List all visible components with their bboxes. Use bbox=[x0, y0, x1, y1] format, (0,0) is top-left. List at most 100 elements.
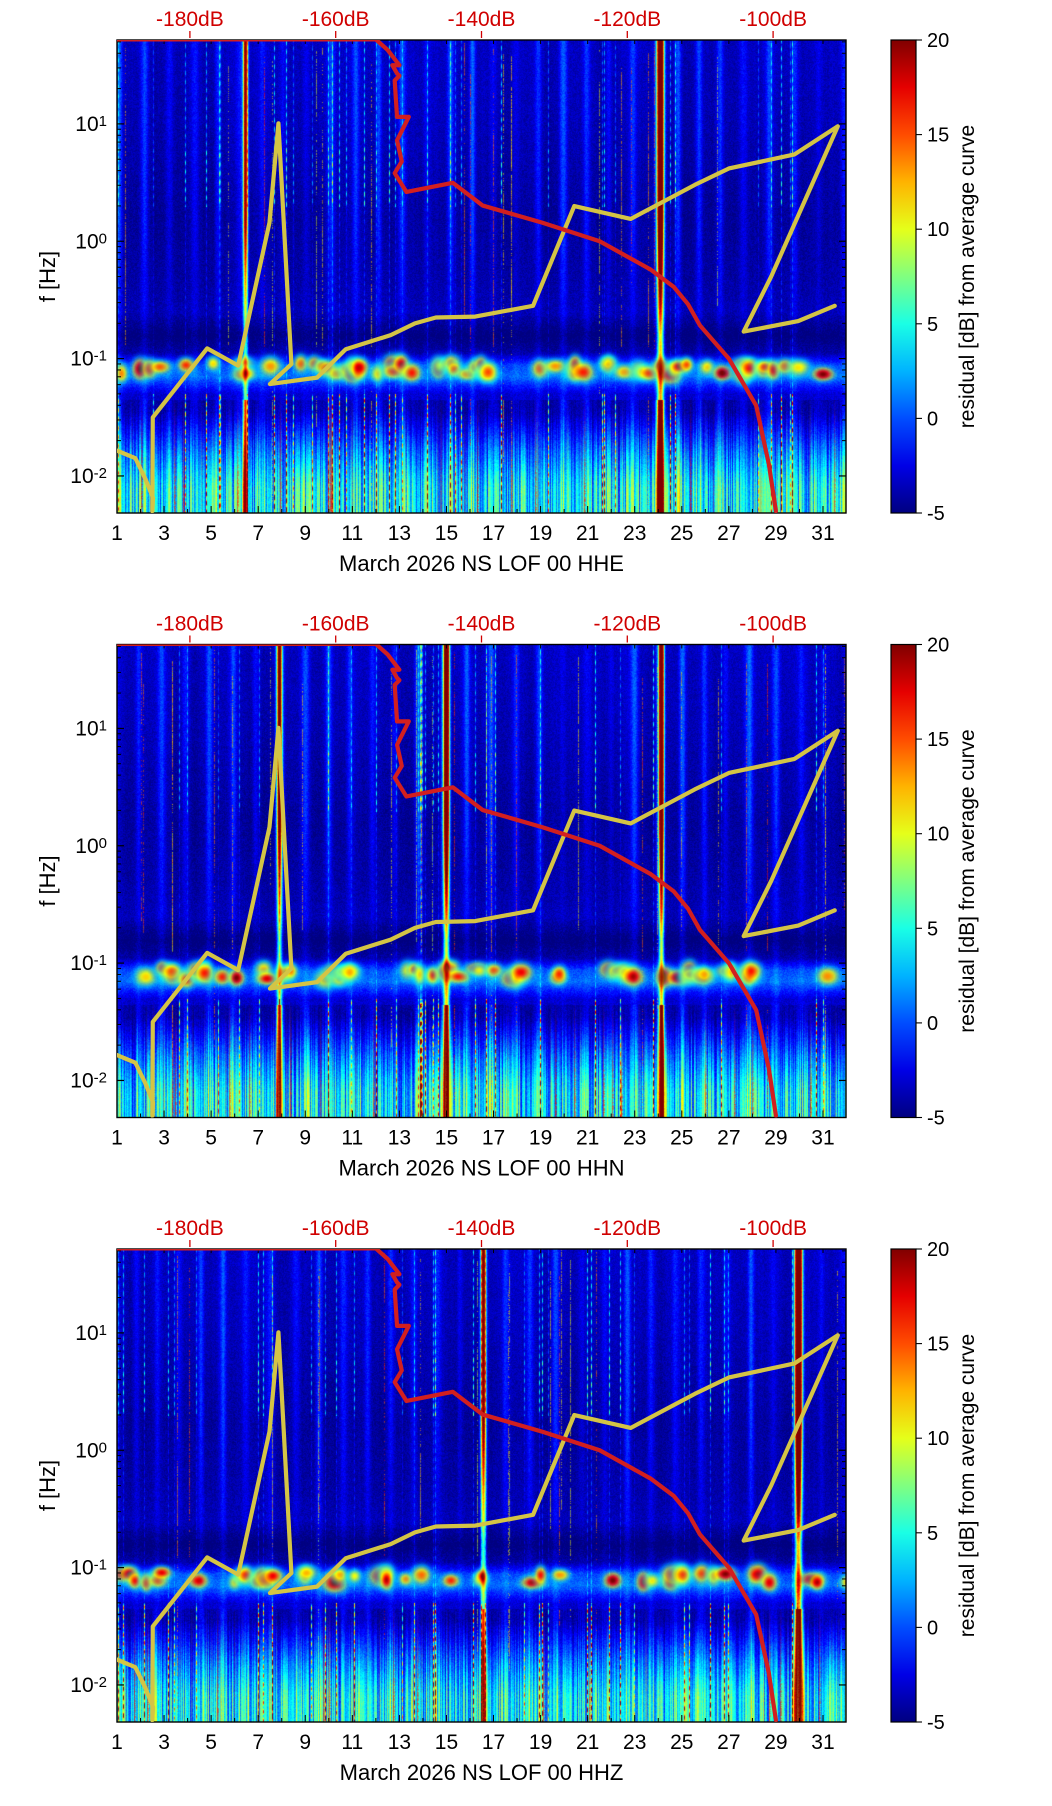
svg-text:5: 5 bbox=[927, 918, 938, 940]
svg-text:-5: -5 bbox=[927, 503, 945, 525]
svg-text:101: 101 bbox=[75, 113, 107, 136]
svg-text:5: 5 bbox=[205, 1127, 217, 1150]
svg-text:29: 29 bbox=[764, 522, 787, 545]
svg-text:10: 10 bbox=[927, 824, 949, 846]
svg-text:100: 100 bbox=[75, 230, 107, 253]
svg-text:9: 9 bbox=[299, 1731, 311, 1754]
svg-text:27: 27 bbox=[717, 1731, 740, 1754]
svg-text:10-2: 10-2 bbox=[70, 1674, 107, 1697]
svg-text:25: 25 bbox=[670, 1127, 693, 1150]
svg-text:10-2: 10-2 bbox=[70, 465, 107, 488]
svg-text:1: 1 bbox=[111, 1127, 123, 1150]
svg-text:9: 9 bbox=[299, 1127, 311, 1150]
svg-text:19: 19 bbox=[529, 522, 552, 545]
svg-text:f [Hz]: f [Hz] bbox=[35, 1460, 60, 1511]
svg-text:15: 15 bbox=[435, 522, 458, 545]
svg-text:13: 13 bbox=[388, 1731, 411, 1754]
svg-text:20: 20 bbox=[927, 635, 949, 657]
svg-text:101: 101 bbox=[75, 1322, 107, 1345]
svg-text:23: 23 bbox=[623, 1731, 646, 1754]
svg-text:3: 3 bbox=[158, 1731, 170, 1754]
svg-text:25: 25 bbox=[670, 1731, 693, 1754]
svg-text:11: 11 bbox=[341, 1731, 363, 1754]
svg-text:-160dB: -160dB bbox=[302, 8, 370, 31]
svg-text:10-2: 10-2 bbox=[70, 1069, 107, 1092]
svg-text:5: 5 bbox=[205, 522, 217, 545]
svg-text:13: 13 bbox=[388, 522, 411, 545]
svg-text:20: 20 bbox=[927, 30, 949, 52]
svg-text:-140dB: -140dB bbox=[448, 613, 516, 636]
svg-text:-180dB: -180dB bbox=[156, 8, 224, 31]
svg-text:March 2026 NS LOF 00 HHZ: March 2026 NS LOF 00 HHZ bbox=[340, 1760, 624, 1785]
svg-text:-5: -5 bbox=[927, 1712, 945, 1734]
svg-text:29: 29 bbox=[764, 1127, 787, 1150]
svg-text:23: 23 bbox=[623, 1127, 646, 1150]
svg-text:23: 23 bbox=[623, 522, 646, 545]
svg-text:0: 0 bbox=[927, 1013, 938, 1035]
svg-text:19: 19 bbox=[529, 1127, 552, 1150]
svg-text:10-1: 10-1 bbox=[70, 952, 107, 975]
svg-text:11: 11 bbox=[341, 1127, 363, 1150]
svg-text:1: 1 bbox=[111, 1731, 123, 1754]
svg-text:9: 9 bbox=[299, 522, 311, 545]
svg-text:f [Hz]: f [Hz] bbox=[35, 251, 60, 302]
svg-text:27: 27 bbox=[717, 522, 740, 545]
svg-text:-120dB: -120dB bbox=[593, 1217, 661, 1240]
svg-text:7: 7 bbox=[252, 1127, 264, 1150]
svg-text:-160dB: -160dB bbox=[302, 1217, 370, 1240]
svg-text:21: 21 bbox=[576, 522, 599, 545]
svg-text:17: 17 bbox=[482, 522, 505, 545]
svg-text:100: 100 bbox=[75, 1439, 107, 1462]
svg-text:15: 15 bbox=[927, 125, 949, 147]
svg-text:5: 5 bbox=[205, 1731, 217, 1754]
svg-text:11: 11 bbox=[341, 522, 363, 545]
svg-text:10-1: 10-1 bbox=[70, 347, 107, 370]
svg-text:15: 15 bbox=[927, 1334, 949, 1356]
svg-text:21: 21 bbox=[576, 1127, 599, 1150]
svg-text:7: 7 bbox=[252, 1731, 264, 1754]
svg-text:-120dB: -120dB bbox=[593, 613, 661, 636]
svg-text:-5: -5 bbox=[927, 1108, 945, 1130]
svg-text:-180dB: -180dB bbox=[156, 1217, 224, 1240]
svg-text:-160dB: -160dB bbox=[302, 613, 370, 636]
svg-text:101: 101 bbox=[75, 717, 107, 740]
svg-text:residual [dB] from average cur: residual [dB] from average curve bbox=[956, 729, 979, 1032]
svg-text:-100dB: -100dB bbox=[739, 8, 807, 31]
svg-text:f [Hz]: f [Hz] bbox=[35, 855, 60, 906]
svg-text:15: 15 bbox=[927, 729, 949, 751]
svg-text:-140dB: -140dB bbox=[448, 8, 516, 31]
svg-text:17: 17 bbox=[482, 1731, 505, 1754]
svg-text:residual [dB] from average cur: residual [dB] from average curve bbox=[956, 125, 979, 428]
svg-text:1: 1 bbox=[111, 522, 123, 545]
svg-text:21: 21 bbox=[576, 1731, 599, 1754]
svg-text:31: 31 bbox=[811, 522, 834, 545]
svg-text:17: 17 bbox=[482, 1127, 505, 1150]
svg-text:10-1: 10-1 bbox=[70, 1556, 107, 1579]
svg-text:100: 100 bbox=[75, 835, 107, 858]
svg-text:-100dB: -100dB bbox=[739, 613, 807, 636]
svg-text:5: 5 bbox=[927, 1523, 938, 1545]
svg-text:27: 27 bbox=[717, 1127, 740, 1150]
svg-text:31: 31 bbox=[811, 1731, 834, 1754]
svg-text:-120dB: -120dB bbox=[593, 8, 661, 31]
svg-text:residual [dB] from average cur: residual [dB] from average curve bbox=[956, 1334, 979, 1637]
svg-text:15: 15 bbox=[435, 1731, 458, 1754]
svg-text:0: 0 bbox=[927, 408, 938, 430]
svg-text:March 2026 NS LOF 00 HHN: March 2026 NS LOF 00 HHN bbox=[338, 1156, 624, 1181]
svg-text:0: 0 bbox=[927, 1617, 938, 1639]
svg-text:13: 13 bbox=[388, 1127, 411, 1150]
svg-text:10: 10 bbox=[927, 219, 949, 241]
svg-text:10: 10 bbox=[927, 1428, 949, 1450]
svg-text:March 2026 NS LOF 00 HHE: March 2026 NS LOF 00 HHE bbox=[339, 551, 624, 576]
svg-text:-140dB: -140dB bbox=[448, 1217, 516, 1240]
svg-text:-180dB: -180dB bbox=[156, 613, 224, 636]
svg-text:15: 15 bbox=[435, 1127, 458, 1150]
svg-text:25: 25 bbox=[670, 522, 693, 545]
svg-text:3: 3 bbox=[158, 522, 170, 545]
svg-text:20: 20 bbox=[927, 1239, 949, 1261]
svg-text:31: 31 bbox=[811, 1127, 834, 1150]
svg-text:19: 19 bbox=[529, 1731, 552, 1754]
svg-text:3: 3 bbox=[158, 1127, 170, 1150]
svg-text:7: 7 bbox=[252, 522, 264, 545]
svg-text:29: 29 bbox=[764, 1731, 787, 1754]
